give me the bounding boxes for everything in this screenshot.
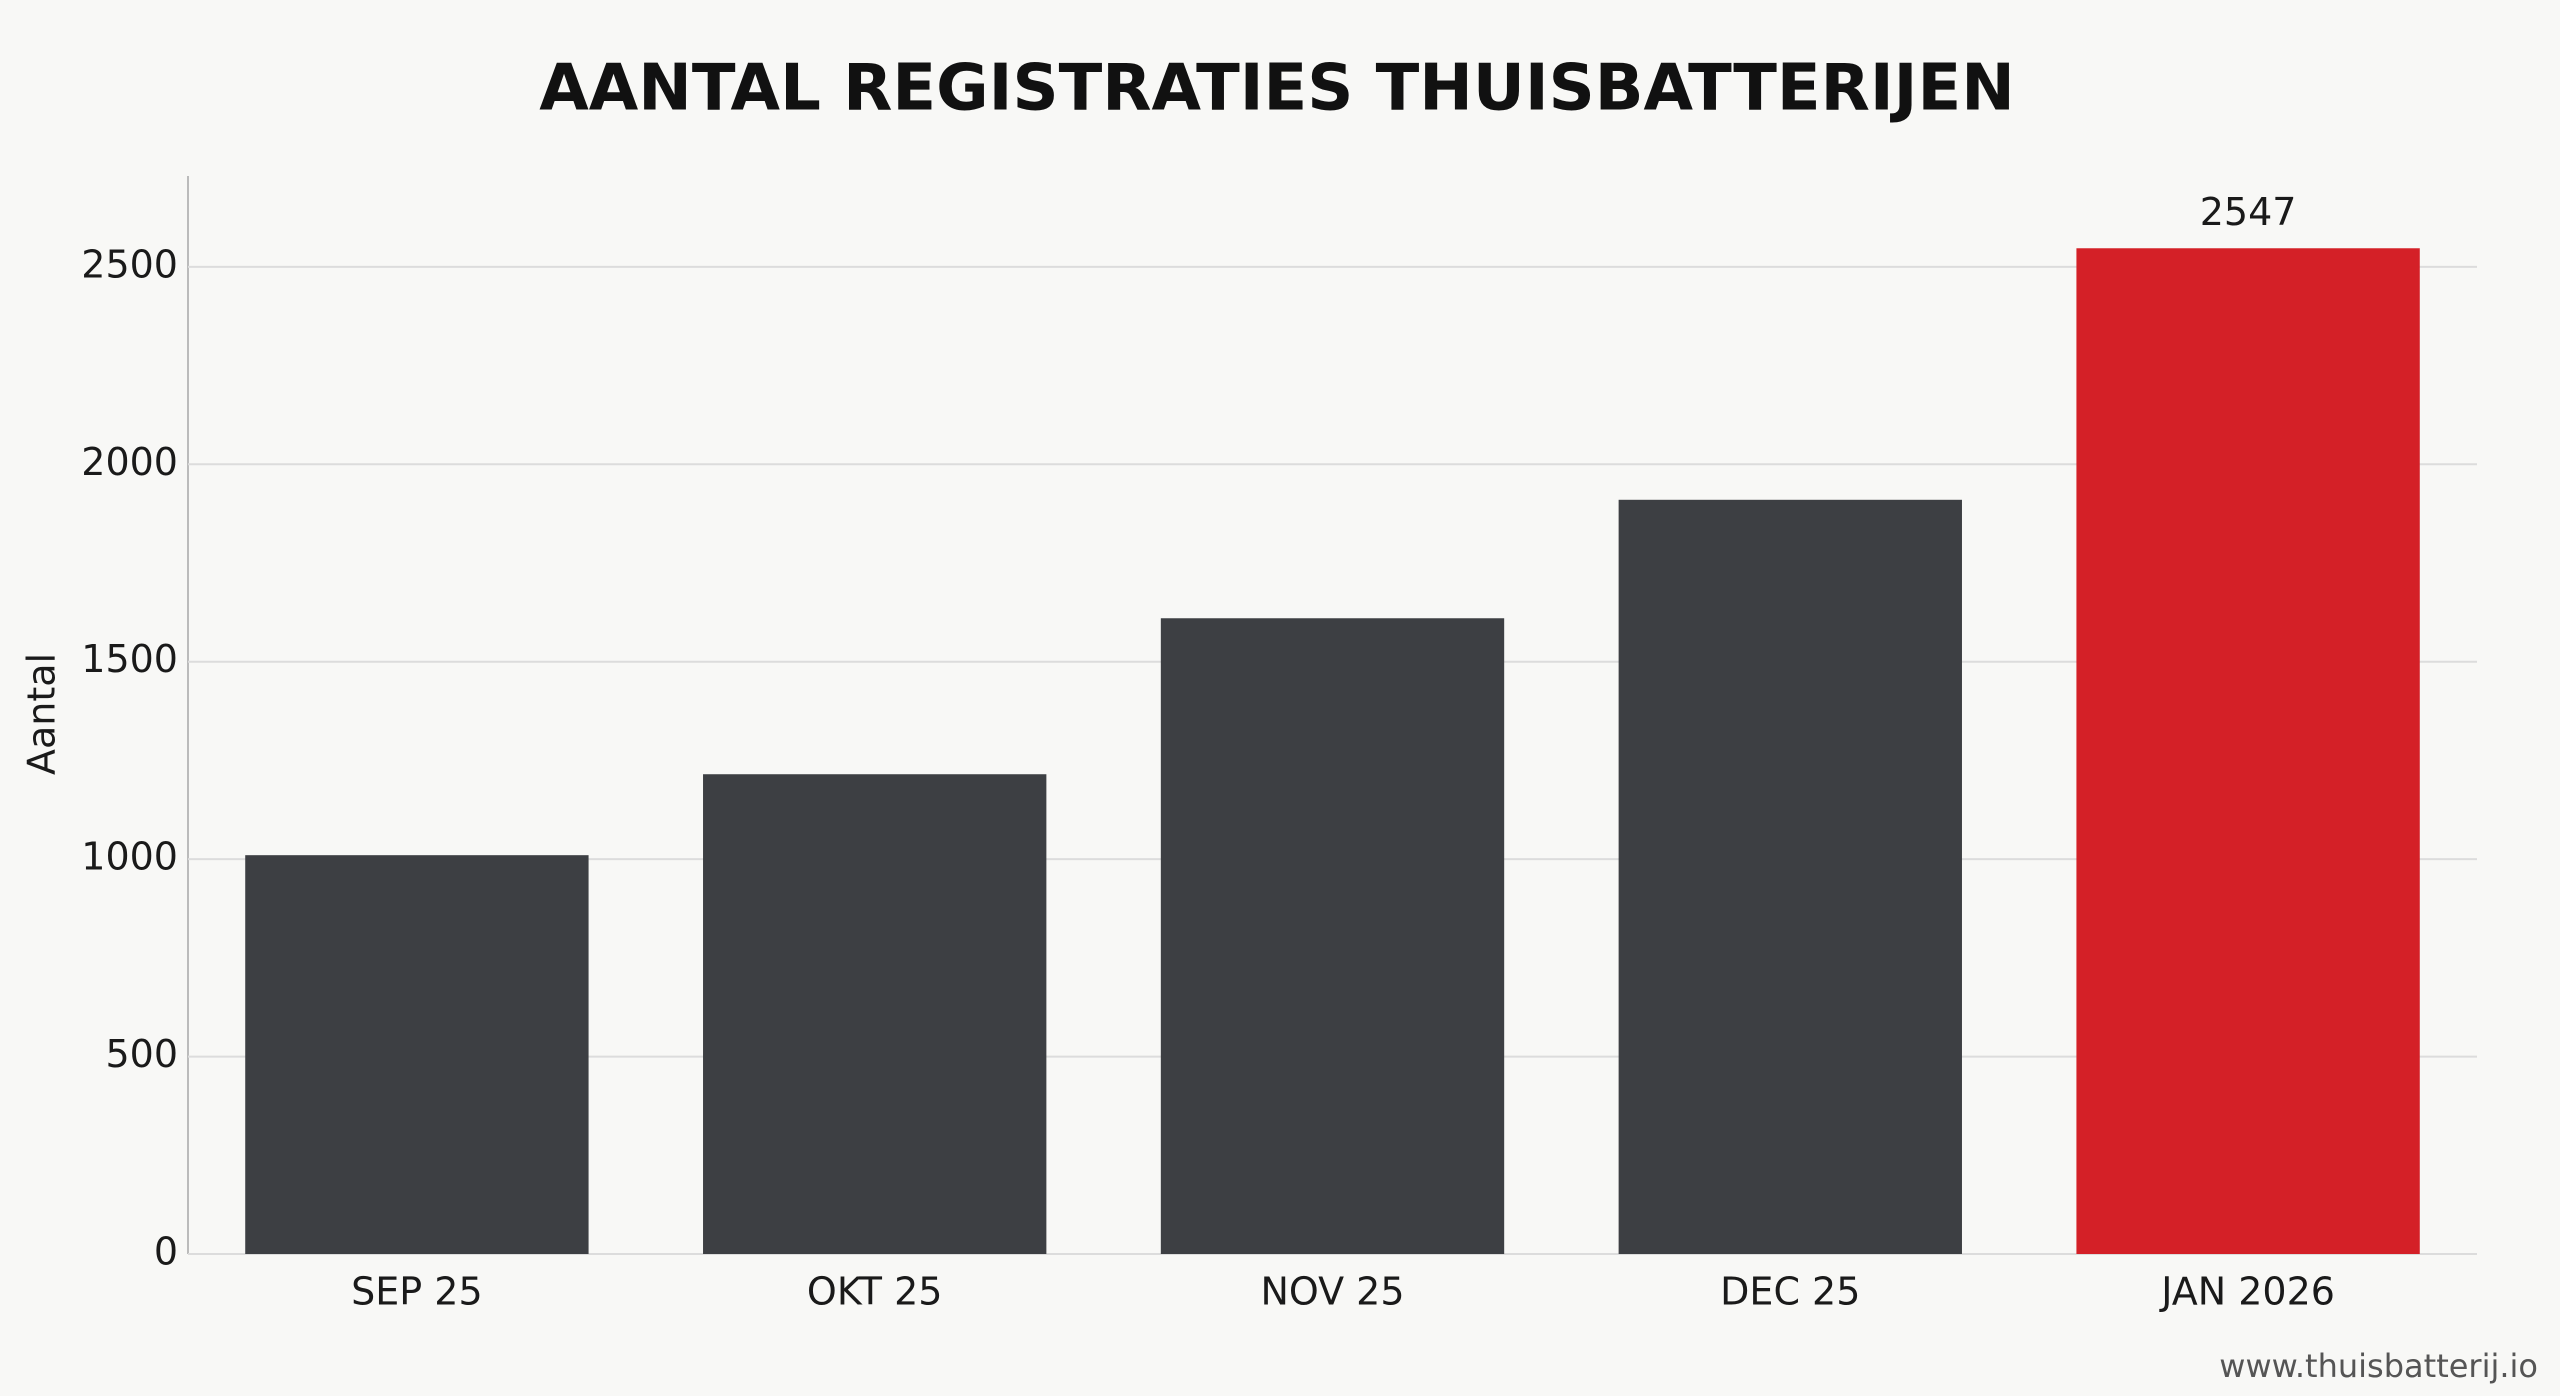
y-tick-label: 2500 (81, 242, 178, 286)
bar (1160, 618, 1505, 1254)
x-tick-label: SEP 25 (351, 1270, 482, 1314)
y-tick-label: 2000 (81, 440, 178, 484)
x-tick-label: NOV 25 (1260, 1270, 1404, 1314)
y-tick-label: 1500 (81, 637, 178, 681)
bar (2076, 248, 2420, 1254)
bar (1618, 499, 1962, 1254)
x-tick-label: DEC 25 (1720, 1270, 1860, 1314)
y-tick-label: 0 (154, 1230, 178, 1274)
y-tick-label: 1000 (81, 835, 178, 879)
chart-title: AANTAL REGISTRATIES THUISBATTERIJEN (539, 52, 2015, 126)
bar (245, 855, 589, 1254)
y-axis-label: Aantal (20, 653, 64, 775)
y-tick-label: 500 (105, 1032, 178, 1076)
watermark: www.thuisbatterij.io (2219, 1347, 2538, 1385)
value-label: 2547 (2200, 190, 2297, 234)
bar (703, 774, 1047, 1254)
x-tick-label: OKT 25 (807, 1270, 943, 1314)
x-tick-label: JAN 2026 (2159, 1270, 2335, 1314)
